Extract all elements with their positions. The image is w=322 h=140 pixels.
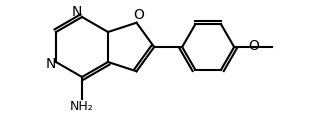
- Text: O: O: [133, 8, 144, 22]
- Text: O: O: [249, 39, 260, 53]
- Text: N: N: [46, 57, 56, 71]
- Text: NH₂: NH₂: [70, 101, 94, 114]
- Text: N: N: [72, 5, 82, 19]
